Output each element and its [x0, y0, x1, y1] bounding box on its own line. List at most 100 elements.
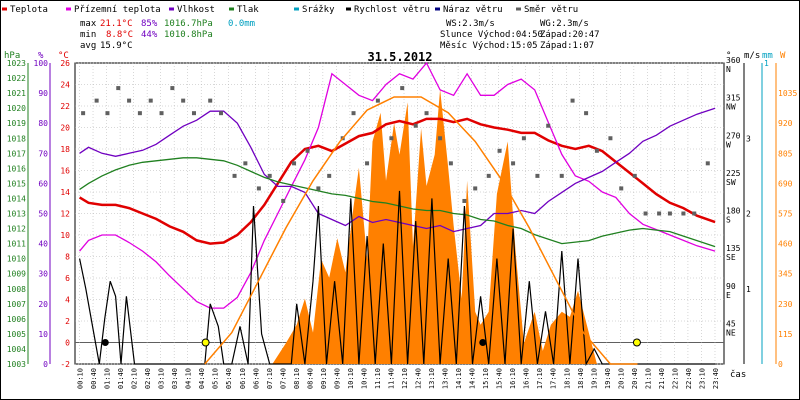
pressure-tick-10: 1013 — [7, 210, 26, 219]
series-5-point-24 — [365, 161, 370, 166]
dir-tick-1: 90 — [726, 282, 736, 291]
temp-tick-9: 16 — [60, 167, 70, 176]
series-5-point-16 — [267, 173, 272, 178]
x-tick-18: 09:10 — [320, 368, 328, 389]
x-tick-21: 10:40 — [360, 368, 368, 389]
solar-tick-5: 575 — [778, 210, 793, 219]
series-5-point-18 — [292, 161, 297, 166]
speed-tick-1: 2 — [746, 210, 751, 219]
pressure-tick-3: 1006 — [7, 315, 26, 324]
series-5-point-10 — [191, 111, 196, 116]
series-5-point-37 — [521, 136, 526, 141]
dir-tick-label-3: S — [726, 216, 731, 225]
series-7-theoretical-line — [204, 96, 638, 365]
pressure-tick-19: 1022 — [7, 74, 26, 83]
x-tick-42: 21:10 — [644, 368, 652, 389]
pressure-tick-5: 1008 — [7, 285, 26, 294]
solar-tick-2: 230 — [778, 300, 793, 309]
dir-tick-label-5: W — [726, 140, 731, 149]
stat-max-press: 1016.7hPa — [164, 19, 213, 29]
series-5-point-17 — [281, 198, 286, 203]
series-5-point-32 — [462, 198, 467, 203]
series-5-point-42 — [584, 111, 589, 116]
legend: Teplota Přízemní teplota Vlhkost Tlak Srážky… — [2, 5, 578, 15]
series-2-line — [79, 107, 716, 233]
x-tick-1: 00:40 — [90, 368, 98, 389]
temp-tick-10: 18 — [60, 145, 70, 154]
temp-tick-14: 26 — [60, 59, 70, 68]
plot-area — [78, 61, 716, 367]
solar-tick-9: 1035 — [778, 89, 797, 98]
series-5-point-21 — [327, 173, 332, 178]
unit-mm: mm — [762, 51, 773, 61]
humidity-tick-1: 10 — [38, 330, 48, 339]
stat-min-press: 1010.8hPa — [164, 30, 213, 40]
series-5-point-52 — [705, 161, 710, 166]
x-tick-40: 20:10 — [617, 368, 625, 389]
x-tick-41: 20:40 — [631, 368, 639, 389]
series-5-point-41 — [570, 98, 575, 103]
series-5-point-27 — [400, 86, 405, 91]
stat-min-temp: 8.8°C — [106, 30, 133, 40]
x-tick-9: 04:40 — [198, 368, 206, 389]
legend-label-6: Náraz větru — [443, 5, 503, 15]
pressure-tick-0: 1003 — [7, 360, 26, 369]
x-tick-16: 08:10 — [293, 368, 301, 389]
x-tick-39: 19:40 — [604, 368, 612, 389]
temp-tick-12: 22 — [60, 102, 70, 111]
series-5-point-7 — [159, 111, 164, 116]
stat-max-label: max — [80, 19, 97, 29]
stat-max-hum: 85% — [141, 19, 158, 29]
x-tick-12: 06:10 — [239, 368, 247, 389]
series-5-point-11 — [208, 98, 213, 103]
x-tick-23: 11:40 — [387, 368, 395, 389]
x-tick-17: 08:40 — [306, 368, 314, 389]
x-tick-38: 19:10 — [590, 368, 598, 389]
series-5-point-35 — [497, 148, 502, 153]
unit-degc: °C — [58, 51, 69, 61]
dir-tick-6: 315 — [726, 94, 741, 103]
x-tick-33: 16:40 — [523, 368, 531, 389]
humidity-tick-5: 50 — [38, 210, 48, 219]
temp-tick-4: 6 — [65, 274, 70, 283]
series-5-point-0 — [81, 111, 86, 116]
temp-tick-13: 24 — [60, 81, 70, 90]
dir-tick-label-4: SW — [726, 178, 736, 187]
series-1-line — [79, 61, 716, 309]
solar-tick-7: 805 — [778, 149, 793, 158]
humidity-tick-2: 20 — [38, 300, 48, 309]
x-tick-13: 06:40 — [252, 368, 260, 389]
series-5-point-43 — [594, 148, 599, 153]
pressure-tick-18: 1021 — [7, 89, 26, 98]
pressure-tick-15: 1018 — [7, 134, 26, 143]
pressure-tick-16: 1019 — [7, 119, 26, 128]
unit-ms: m/s — [744, 51, 760, 61]
x-tick-43: 21:40 — [658, 368, 666, 389]
dir-tick-label-7: N — [726, 65, 731, 74]
pressure-tick-6: 1009 — [7, 270, 26, 279]
series-5-point-23 — [351, 111, 356, 116]
chart-title: 31.5.2012 — [367, 50, 432, 64]
x-tick-15: 07:40 — [279, 368, 287, 389]
solar-tick-1: 115 — [778, 330, 793, 339]
series-5-point-50 — [681, 211, 686, 216]
temp-tick-6: 10 — [60, 231, 70, 240]
temp-tick-8: 14 — [60, 188, 70, 197]
marker-sunrise — [201, 338, 210, 347]
stat-min-hum: 44% — [141, 30, 158, 40]
dir-tick-4: 225 — [726, 169, 741, 178]
temp-tick-0: -2 — [60, 360, 70, 369]
x-tick-31: 15:40 — [496, 368, 504, 389]
sun-set-info: Západ:20:47 — [540, 30, 600, 40]
x-tick-24: 12:10 — [401, 368, 409, 389]
x-tick-46: 23:10 — [698, 368, 706, 389]
solar-tick-6: 690 — [778, 179, 793, 188]
series-5-point-29 — [424, 111, 429, 116]
legend-label-3: Tlak — [237, 5, 259, 15]
speed-tick-2: 3 — [746, 134, 751, 143]
series-5-point-14 — [243, 161, 248, 166]
pressure-tick-9: 1012 — [7, 225, 26, 234]
unit-hpa: hPa — [4, 51, 20, 61]
x-tick-4: 02:10 — [131, 368, 139, 389]
